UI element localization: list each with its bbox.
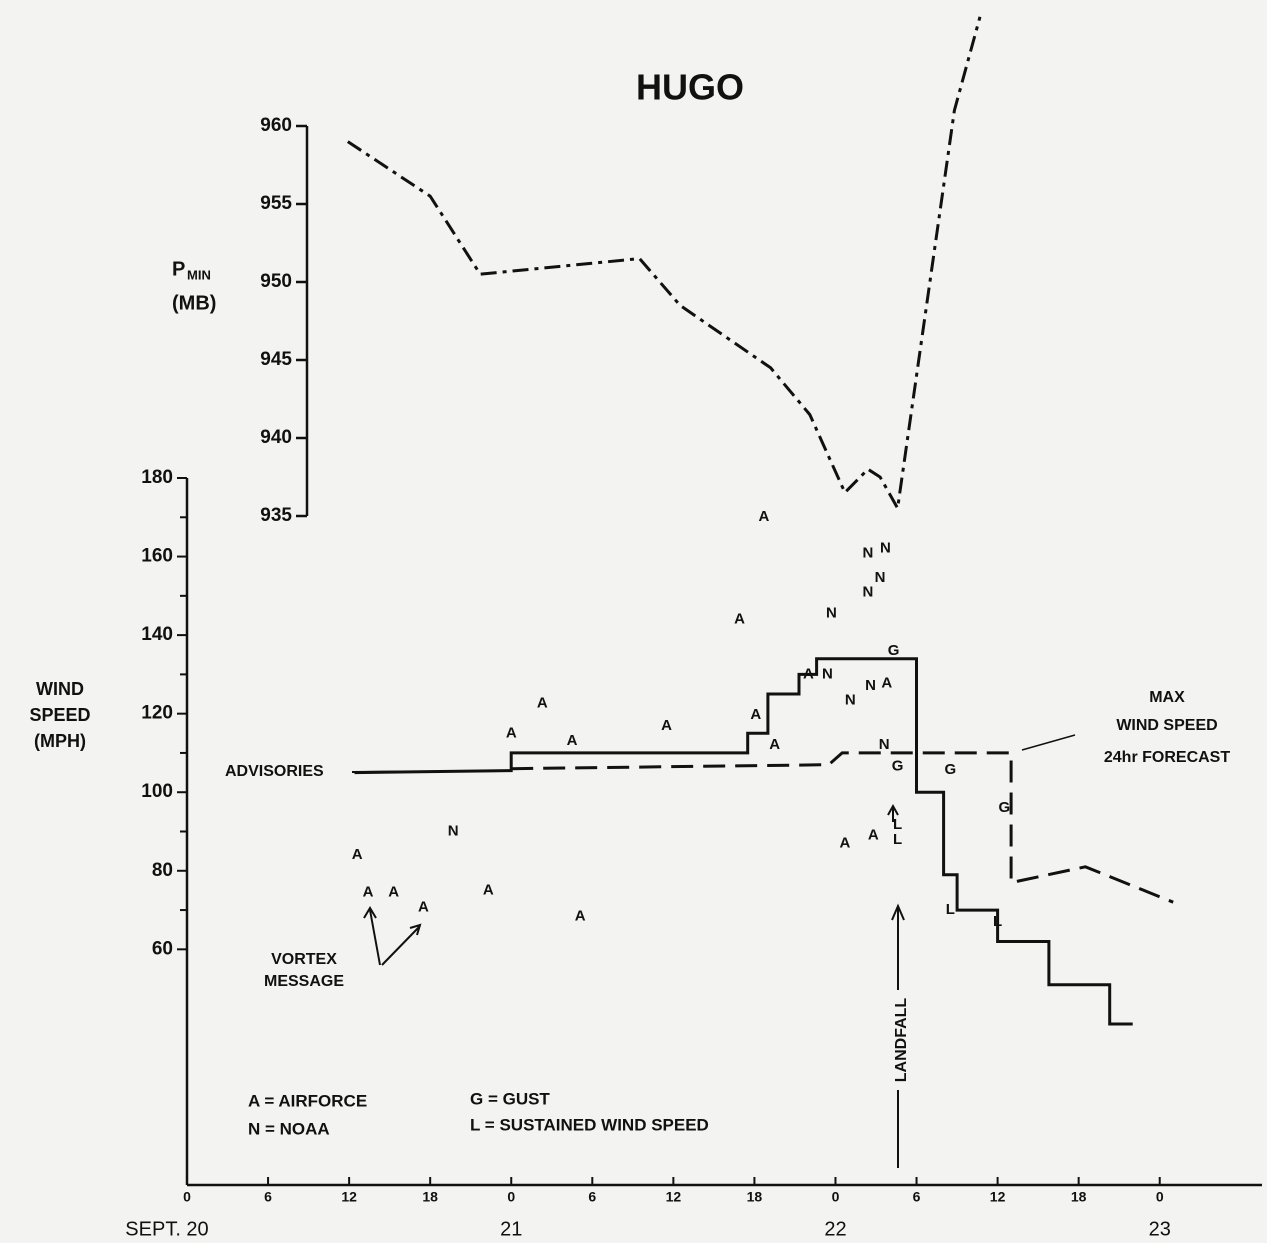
point-marker: L (993, 913, 1002, 930)
y2-tick-label: 960 (260, 115, 292, 136)
y2-tick-label: 940 (260, 427, 292, 448)
point-marker: A (483, 881, 494, 898)
point-marker: A (388, 883, 399, 900)
x-tick-label: 0 (507, 1189, 515, 1205)
point-marker: N (826, 604, 837, 621)
x-tick-label: 12 (341, 1189, 357, 1205)
point-marker: A (750, 706, 761, 723)
annotation: MESSAGE (264, 973, 344, 990)
x-tick-label: 18 (747, 1189, 763, 1205)
point-marker: A (803, 665, 814, 682)
point-marker: L (893, 816, 902, 833)
y2-tick-label: 945 (260, 349, 292, 370)
point-marker: A (881, 674, 892, 691)
y-label: (MPH) (34, 731, 86, 751)
x-tick-label: 0 (1156, 1189, 1164, 1205)
y2-label-sub: MIN (187, 267, 211, 282)
point-marker: N (448, 822, 459, 839)
landfall-arrows (887, 803, 905, 1168)
point-marker: N (845, 691, 856, 708)
y2-tick-label: 950 (260, 271, 292, 292)
pointer (1021, 734, 1076, 751)
x-tick-label: 18 (1071, 1189, 1087, 1205)
point-marker: N (879, 736, 890, 753)
x-tick-label: 0 (832, 1189, 840, 1205)
annotation: WIND SPEED (1116, 717, 1217, 734)
point-marker: A (868, 826, 879, 843)
point-marker: N (865, 677, 876, 694)
y-tick-label: 180 (141, 467, 173, 488)
point-marker: A (537, 694, 548, 711)
day-label: 22 (824, 1218, 846, 1240)
series-line (354, 657, 1133, 1026)
point-marker: A (840, 834, 851, 851)
annotation: LANDFALL (893, 998, 910, 1083)
day-label: 23 (1149, 1218, 1171, 1240)
y-tick-label: 60 (152, 938, 173, 959)
series-line (346, 16, 982, 513)
x-tick-label: 6 (264, 1189, 272, 1205)
series-line (511, 751, 1174, 904)
point-marker: N (862, 544, 873, 561)
point-marker: A (352, 846, 363, 863)
point-marker: A (363, 883, 374, 900)
point-marker: A (734, 610, 745, 627)
vortex-arrows (363, 906, 422, 966)
y-tick-label: 100 (141, 781, 173, 802)
x-tick-label: 6 (913, 1189, 921, 1205)
y-tick-label: 120 (141, 703, 173, 724)
day-label: 21 (500, 1218, 522, 1240)
point-marker: L (893, 831, 902, 848)
annotation: MAX (1149, 689, 1185, 706)
annotation: 24hr FORECAST (1104, 749, 1230, 766)
day-label: SEPT. 20 (125, 1218, 208, 1240)
point-marker: G (944, 761, 956, 778)
point-marker: A (567, 732, 578, 749)
y-label: SPEED (29, 705, 90, 725)
y2-tick-label: 935 (260, 505, 292, 526)
point-marker: N (875, 569, 886, 586)
point-marker: N (880, 540, 891, 557)
y2-label: P (172, 258, 185, 280)
y2-label-unit: (MB) (172, 292, 216, 314)
legend-note: G = GUST (470, 1089, 550, 1108)
point-marker: L (946, 901, 955, 918)
chart-title: HUGO (636, 67, 744, 108)
y-tick-label: 140 (141, 624, 173, 645)
point-marker: A (418, 898, 429, 915)
x-tick-label: 0 (183, 1189, 191, 1205)
point-marker: N (862, 583, 873, 600)
point-marker: A (661, 717, 672, 734)
point-marker: G (888, 642, 900, 659)
y-tick-label: 160 (141, 546, 173, 567)
annotation: ADVISORIES (225, 763, 324, 780)
point-marker: G (892, 757, 904, 774)
x-tick-label: 6 (588, 1189, 596, 1205)
annotation: VORTEX (271, 951, 337, 968)
x-tick-label: 12 (990, 1189, 1006, 1205)
y-label: WIND (36, 679, 84, 699)
x-tick-label: 12 (666, 1189, 682, 1205)
legend-note: N = NOAA (248, 1119, 330, 1138)
y2-tick-label: 955 (260, 193, 292, 214)
point-marker: G (999, 799, 1011, 816)
y-tick-label: 80 (152, 860, 173, 881)
point-marker: A (506, 724, 517, 741)
legend-note: L = SUSTAINED WIND SPEED (470, 1115, 709, 1134)
x-tick-label: 18 (422, 1189, 438, 1205)
point-marker: A (769, 736, 780, 753)
point-marker: A (575, 907, 586, 924)
point-marker: N (822, 665, 833, 682)
point-marker: A (758, 508, 769, 525)
legend-note: A = AIRFORCE (248, 1091, 367, 1110)
